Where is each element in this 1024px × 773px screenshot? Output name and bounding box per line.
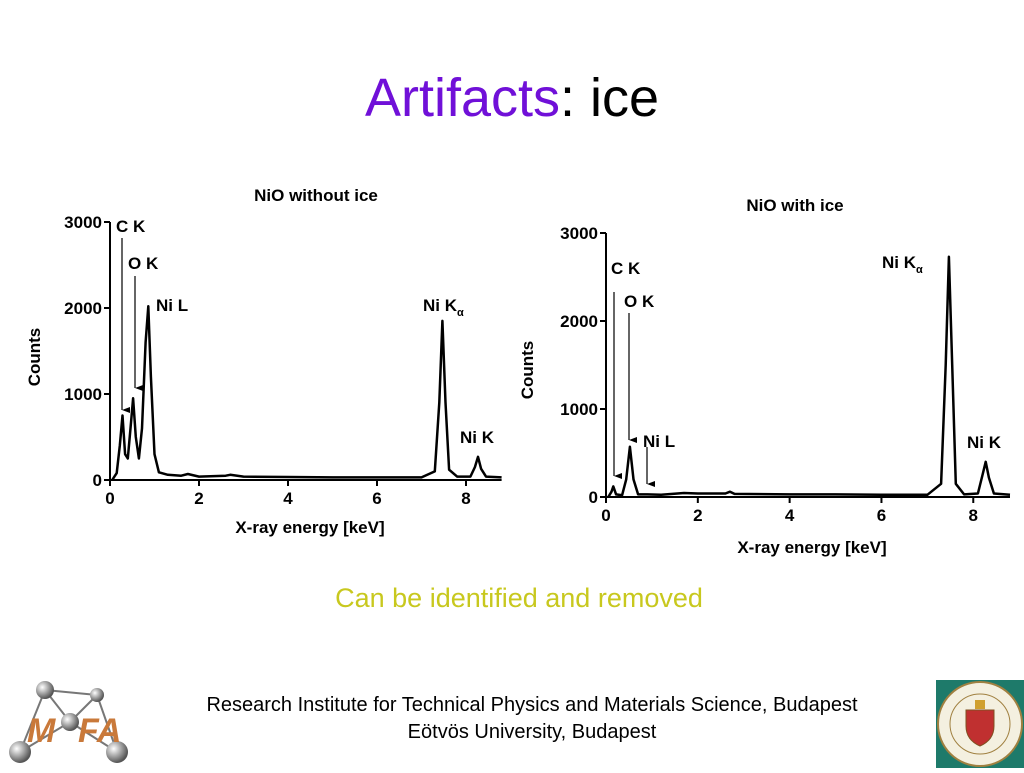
title-highlight: Artifacts [365,68,560,128]
peak-label-text: O K [624,292,655,311]
peak-label: Ni K [967,433,1002,452]
note: Can be identified and removed [335,583,703,613]
slide-title: Artifacts: ice [365,68,659,128]
y-tick-label: 2000 [64,299,102,318]
peak-label: Ni L [156,296,188,315]
y-tick-label: 3000 [64,213,102,232]
spectrum-line [111,305,502,481]
chart-title: NiO without ice [254,186,378,205]
y-tick-label: 3000 [560,224,598,243]
x-tick-label: 4 [785,506,795,525]
y-tick-label: 0 [589,488,598,507]
chart-title: NiO with ice [746,196,843,215]
peak-label-text: C K [116,217,146,236]
x-axis-label: X-ray energy [keV] [737,538,886,557]
y-axis-label: Counts [25,328,44,387]
x-tick-label: 8 [969,506,978,525]
x-tick-label: 6 [877,506,886,525]
x-tick-label: 4 [283,489,293,508]
peak-label-text: Ni K [423,296,458,315]
x-tick-label: 0 [105,489,114,508]
peak-label-text: O K [128,254,159,273]
y-axis-label: Counts [518,341,537,400]
logo-letters: M [27,712,56,750]
chart: NiO without ice Counts X-ray energy [keV] 0… [25,186,502,537]
y-tick-label: 1000 [560,400,598,419]
mfa-logo: M FA [9,681,128,763]
peak-label: Ni L [643,432,675,451]
spectrum-line [607,255,1011,498]
peak-label-text: Ni K [967,433,1002,452]
peak-label: O K [128,254,159,273]
x-tick-label: 2 [693,506,702,525]
y-tick-label: 2000 [560,312,598,331]
peak-label: Ni Kα [882,253,923,276]
peak-label-text: C K [611,259,641,278]
peak-label: Ni Kα [423,296,464,319]
peak-label-text: Ni L [156,296,188,315]
footer-line: Research Institute for Technical Physics… [206,694,858,716]
x-tick-label: 0 [601,506,610,525]
peak-label: C K [611,259,641,278]
charts: NiO without ice Counts X-ray energy [keV] 0… [25,186,1011,557]
y-tick-label: 0 [93,471,102,490]
peak-label: O K [624,292,655,311]
peak-label: C K [116,217,146,236]
peak-label-text: Ni L [643,432,675,451]
x-tick-label: 2 [194,489,203,508]
logo-letters: FA [78,712,121,750]
peak-label-subscript: α [457,307,464,319]
x-axis-label: X-ray energy [keV] [235,518,384,537]
title-rest: : ice [560,68,659,128]
university-seal [936,680,1024,768]
peak-label-subscript: α [916,264,923,276]
footer-line: Eötvös University, Budapest [408,721,657,743]
peak-label: Ni K [460,428,495,447]
peak-label-text: Ni K [882,253,917,272]
peak-label-text: Ni K [460,428,495,447]
x-tick-label: 6 [372,489,381,508]
chart: NiO with ice Counts X-ray energy [keV] 0 100… [518,196,1011,557]
x-tick-label: 8 [461,489,470,508]
y-tick-label: 1000 [64,385,102,404]
